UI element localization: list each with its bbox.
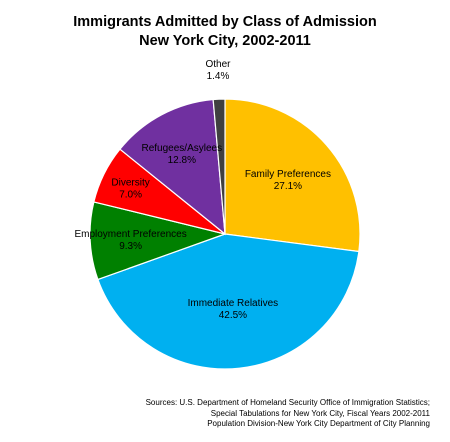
slice-label-family-preferences: Family Preferences	[245, 169, 331, 180]
pie-slice-other	[212, 98, 226, 235]
slice-value-employment-preferences: 9.3%	[119, 241, 142, 252]
pie-slice-immediate-relatives	[97, 233, 360, 370]
chart-title-line-2: New York City, 2002-2011	[139, 33, 311, 49]
slice-label-employment-preferences: Employment Preferences	[74, 229, 186, 240]
slice-label-immediate-relatives: Immediate Relatives	[188, 298, 279, 309]
source-note: Sources: U.S. Department of Homeland Sec…	[146, 398, 430, 430]
pie-slice-refugees-asylees	[119, 98, 226, 236]
chart-title-line-1: Immigrants Admitted by Class of Admissio…	[73, 14, 377, 30]
slice-label-diversity: Diversity	[111, 177, 149, 188]
slice-label-refugees-asylees: Refugees/Asylees	[141, 143, 222, 154]
pie-slice-family-preferences	[224, 98, 361, 253]
pie-slice-employment-preferences	[89, 201, 228, 281]
slice-label-other: Other	[205, 59, 231, 70]
slice-value-refugees-asylees: 12.8%	[168, 155, 196, 166]
slice-value-immediate-relatives: 42.5%	[219, 310, 247, 321]
slice-value-other: 1.4%	[207, 71, 230, 82]
source-line-2: Special Tabulations for New York City, F…	[210, 408, 430, 418]
source-line-1: Sources: U.S. Department of Homeland Sec…	[145, 398, 430, 407]
slice-value-diversity: 7.0%	[119, 189, 142, 200]
source-line-3: Population Division-New York City Depart…	[207, 419, 430, 428]
slice-value-family-preferences: 27.1%	[274, 181, 302, 192]
